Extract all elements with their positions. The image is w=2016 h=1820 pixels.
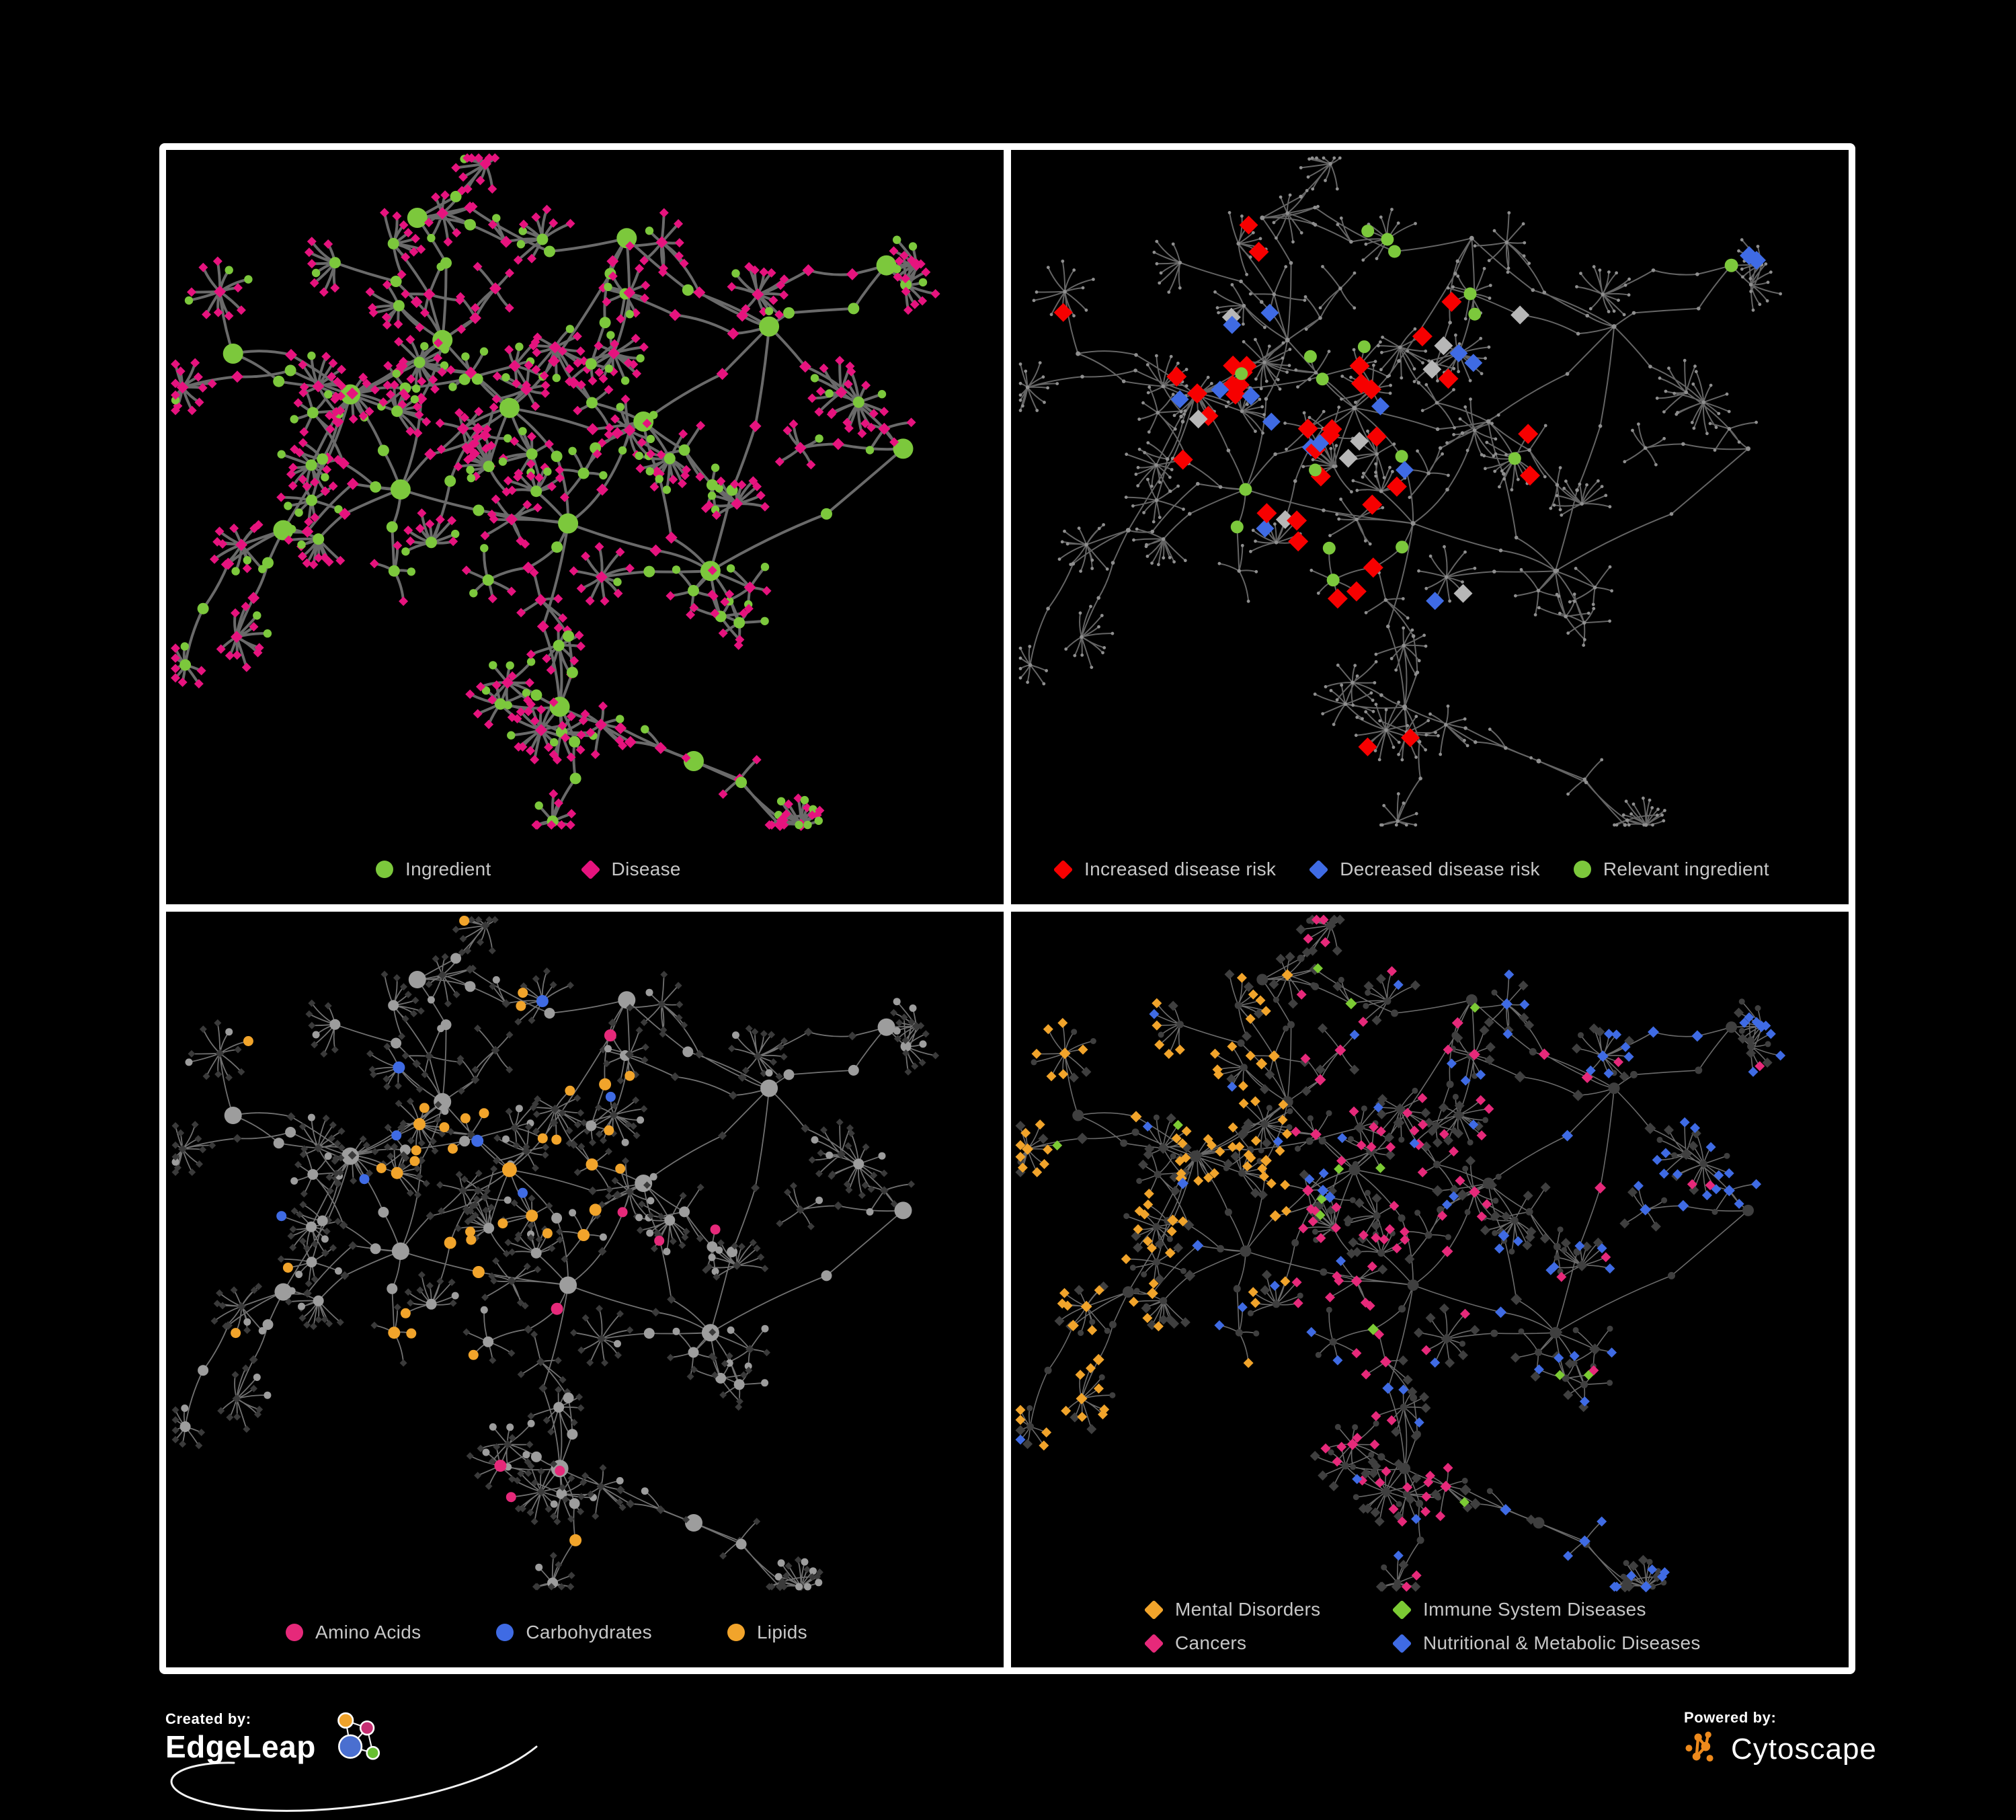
network-nodes xyxy=(1015,914,1773,1593)
edgeleap-logo-text: EdgeLeap xyxy=(165,1729,316,1764)
legend-label: Immune System Diseases xyxy=(1423,1599,1646,1620)
legend-label: Disease xyxy=(611,859,681,879)
diamond-marker xyxy=(1308,859,1329,879)
legend-item: Increased disease risk xyxy=(1053,859,1277,880)
created-by-label: Created by: xyxy=(165,1710,251,1727)
edgeleap-node-blue xyxy=(337,1734,363,1759)
edgeleap-node-orange xyxy=(337,1712,354,1729)
legend-item: Relevant ingredient xyxy=(1573,859,1769,880)
legend-item: Decreased disease risk xyxy=(1308,859,1540,880)
circle-marker xyxy=(727,1624,745,1641)
diamond-marker xyxy=(1392,1633,1412,1653)
edgeleap-logo-icon xyxy=(337,1712,380,1760)
circle-marker xyxy=(286,1624,303,1641)
panel-nutrient-class: Amino Acids Carbohydrates Lipids xyxy=(166,912,1004,1667)
diamond-marker xyxy=(1143,1633,1164,1653)
edgeleap-node-magenta xyxy=(359,1720,375,1736)
legend-label: Lipids xyxy=(756,1622,807,1643)
legend-label: Ingredient xyxy=(405,859,491,879)
legend-label: Amino Acids xyxy=(315,1622,421,1643)
network-nodes xyxy=(1018,156,1782,827)
nutrient-class-legend: Amino Acids Carbohydrates Lipids xyxy=(286,1622,807,1643)
legend-label: Nutritional & Metabolic Diseases xyxy=(1423,1632,1701,1653)
network-highlight-nodes xyxy=(1015,914,1786,1593)
panels-frame: Ingredient Disease Increased disease risk… xyxy=(159,143,1855,1674)
legend-label: Mental Disorders xyxy=(1175,1599,1321,1620)
disease-class-legend: Mental Disorders Immune System Diseases Ca… xyxy=(1143,1599,1701,1654)
disease-risk-legend: Increased disease risk Decreased disease … xyxy=(1053,859,1769,880)
disease-risk-network-graph xyxy=(1018,156,1782,827)
edgeleap-brand-row: EdgeLeap xyxy=(165,1712,569,1780)
cytoscape-logo-text: Cytoscape xyxy=(1731,1733,1877,1766)
network-nodes xyxy=(171,153,940,831)
legend-item: Immune System Diseases xyxy=(1392,1599,1701,1620)
cytoscape-credit: Powered by: Cytoscape xyxy=(1684,1709,1877,1768)
legend-label: Relevant ingredient xyxy=(1603,859,1769,879)
circle-marker xyxy=(496,1624,514,1641)
ingredient-disease-legend: Ingredient Disease xyxy=(376,859,681,880)
circle-marker xyxy=(376,861,393,878)
legend-item: Nutritional & Metabolic Diseases xyxy=(1392,1632,1701,1654)
network-edges xyxy=(1020,919,1781,1587)
legend-item: Cancers xyxy=(1143,1632,1393,1654)
powered-by-label: Powered by: xyxy=(1684,1709,1777,1726)
network-highlight-nodes xyxy=(1053,215,1766,756)
diamond-marker xyxy=(1143,1599,1164,1620)
legend-item: Amino Acids xyxy=(286,1622,421,1643)
cytoscape-brand-row: Cytoscape xyxy=(1684,1731,1877,1768)
legend-item: Disease xyxy=(580,859,681,880)
legend-item: Mental Disorders xyxy=(1143,1599,1393,1620)
legend-item: Lipids xyxy=(727,1622,807,1643)
edgeleap-node-green xyxy=(366,1745,380,1760)
legend-label: Decreased disease risk xyxy=(1340,859,1540,879)
legend-label: Increased disease risk xyxy=(1084,859,1277,879)
legend-label: Carbohydrates xyxy=(526,1622,652,1643)
legend-item: Carbohydrates xyxy=(496,1622,652,1643)
diamond-marker xyxy=(1053,859,1074,879)
legend-label: Cancers xyxy=(1175,1632,1247,1653)
network-edges xyxy=(175,919,936,1587)
disease-class-network-graph xyxy=(1015,914,1786,1593)
panel-disease-risk: Increased disease risk Decreased disease … xyxy=(1011,150,1849,904)
edgeleap-credit: Created by: EdgeLeap xyxy=(165,1710,569,1812)
panel-disease-class: Mental Disorders Immune System Diseases Ca… xyxy=(1011,912,1849,1667)
nutrient-class-network-graph xyxy=(171,916,940,1591)
network-nodes xyxy=(171,916,940,1591)
network-edges xyxy=(174,157,937,826)
cytoscape-logo-icon xyxy=(1685,1731,1713,1762)
panel-ingredient-disease: Ingredient Disease xyxy=(166,150,1004,904)
diamond-marker xyxy=(580,859,600,879)
ingredient-disease-network-graph xyxy=(171,153,940,831)
diamond-marker xyxy=(1392,1599,1412,1620)
legend-item: Ingredient xyxy=(376,859,491,880)
circle-marker xyxy=(1573,861,1591,878)
network-highlight-nodes xyxy=(231,916,721,1546)
